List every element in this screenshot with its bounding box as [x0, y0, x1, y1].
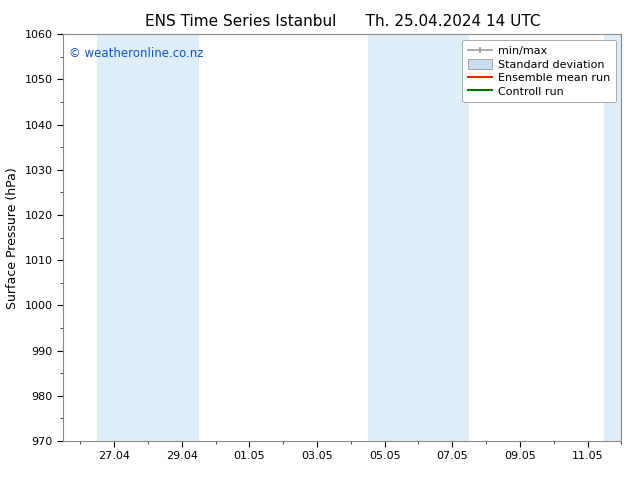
Title: ENS Time Series Istanbul      Th. 25.04.2024 14 UTC: ENS Time Series Istanbul Th. 25.04.2024 …	[145, 14, 540, 29]
Text: © weatheronline.co.nz: © weatheronline.co.nz	[69, 47, 204, 59]
Bar	[368, 34, 469, 441]
Y-axis label: Surface Pressure (hPa): Surface Pressure (hPa)	[6, 167, 19, 309]
Legend: min/max, Standard deviation, Ensemble mean run, Controll run: min/max, Standard deviation, Ensemble me…	[462, 40, 616, 102]
Bar	[97, 34, 198, 441]
Bar	[604, 34, 621, 441]
